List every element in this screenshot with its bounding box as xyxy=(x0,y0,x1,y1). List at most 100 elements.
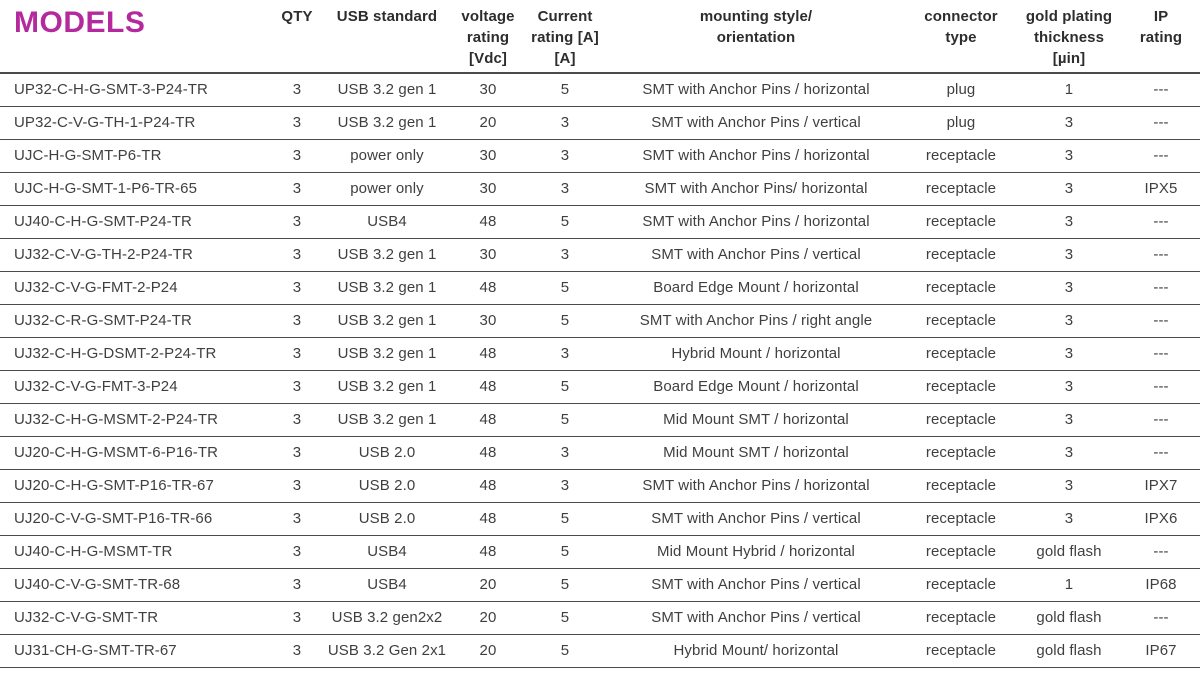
cell-current-rating: 3 xyxy=(560,345,570,362)
cell-usb-standard: power only xyxy=(350,147,424,164)
cell-usb-standard: USB 3.2 gen 1 xyxy=(337,279,437,296)
header-usb-standard: USB standard xyxy=(336,8,438,25)
cell-connector-type: receptacle xyxy=(925,147,997,164)
header-current-rating: Current rating [A] [A] xyxy=(531,8,599,67)
cell-model: UP32-C-V-G-TH-1-P24-TR xyxy=(14,114,196,131)
cell-connector-type: receptacle xyxy=(925,345,997,362)
table-row: UJ32-C-H-G-MSMT-2-P24-TR 3 USB 3.2 gen 1 48… xyxy=(0,403,1200,436)
cell-qty: 3 xyxy=(292,477,302,494)
cell-connector-type: receptacle xyxy=(925,312,997,329)
cell-connector-type: receptacle xyxy=(925,609,997,626)
cell-model: UJ32-C-V-G-TH-2-P24-TR xyxy=(14,246,193,263)
table-row: UJ32-C-V-G-FMT-3-P24 3 USB 3.2 gen 1 48 5 Boa… xyxy=(0,370,1200,403)
cell-ip-rating: IPX6 xyxy=(1144,510,1178,527)
header-row: MODELS QTY USB standard voltage rating [… xyxy=(0,0,1200,73)
cell-voltage-rating: 20 xyxy=(479,609,497,626)
cell-usb-standard: USB 3.2 gen 1 xyxy=(337,246,437,263)
cell-mounting-style: Board Edge Mount / horizontal xyxy=(653,279,859,296)
cell-connector-type: receptacle xyxy=(925,411,997,428)
cell-ip-rating: --- xyxy=(1153,543,1169,560)
cell-connector-type: plug xyxy=(946,114,976,131)
cell-qty: 3 xyxy=(292,444,302,461)
cell-mounting-style: Board Edge Mount / horizontal xyxy=(653,378,859,395)
cell-current-rating: 3 xyxy=(560,147,570,164)
cell-model: UJC-H-G-SMT-1-P6-TR-65 xyxy=(14,180,198,197)
table-row: UJ20-C-V-G-SMT-P16-TR-66 3 USB 2.0 48 5 SMT w… xyxy=(0,502,1200,535)
cell-mounting-style: SMT with Anchor Pins / vertical xyxy=(651,246,861,263)
cell-ip-rating: --- xyxy=(1153,246,1169,263)
cell-qty: 3 xyxy=(292,411,302,428)
cell-qty: 3 xyxy=(292,180,302,197)
table-row: UJ31-CH-G-SMT-TR-67 3 USB 3.2 Gen 2x1 20 5 Hy… xyxy=(0,634,1200,667)
cell-connector-type: receptacle xyxy=(925,444,997,461)
cell-voltage-rating: 48 xyxy=(479,510,497,527)
cell-gold-plating: 3 xyxy=(1064,180,1074,197)
cell-current-rating: 5 xyxy=(560,576,570,593)
cell-mounting-style: SMT with Anchor Pins / vertical xyxy=(651,609,861,626)
cell-gold-plating: 3 xyxy=(1064,213,1074,230)
cell-qty: 3 xyxy=(292,609,302,626)
header-qty: QTY xyxy=(281,8,313,25)
cell-gold-plating: gold flash xyxy=(1036,642,1102,659)
cell-usb-standard: USB 2.0 xyxy=(358,444,416,461)
cell-usb-standard: USB 3.2 gen2x2 xyxy=(331,609,443,626)
cell-qty: 3 xyxy=(292,147,302,164)
cell-qty: 3 xyxy=(292,114,302,131)
cell-qty: 3 xyxy=(292,81,302,99)
cell-gold-plating: 3 xyxy=(1064,510,1074,527)
cell-qty: 3 xyxy=(292,279,302,296)
cell-model: UJ32-C-H-G-MSMT-2-P24-TR xyxy=(14,411,219,428)
header-connector-type: connector type xyxy=(924,8,998,46)
cell-current-rating: 5 xyxy=(560,609,570,626)
cell-voltage-rating: 48 xyxy=(479,543,497,560)
header-models: MODELS xyxy=(0,0,272,73)
header-ip-rating: IP rating xyxy=(1139,8,1183,46)
table-row: UJ40-C-H-G-MSMT-TR 3 USB4 48 5 Mid Mount Hybr… xyxy=(0,535,1200,568)
cell-mounting-style: Mid Mount Hybrid / horizontal xyxy=(657,543,855,560)
cell-connector-type: receptacle xyxy=(925,246,997,263)
table-row: UJ20-C-H-G-SMT-P16-TR-67 3 USB 2.0 48 3 SMT w… xyxy=(0,469,1200,502)
cell-ip-rating: --- xyxy=(1153,213,1169,230)
cell-model: UJ20-C-H-G-MSMT-6-P16-TR xyxy=(14,444,219,461)
cell-model: UJ20-C-V-G-SMT-P16-TR-66 xyxy=(14,510,213,527)
cell-qty: 3 xyxy=(292,246,302,263)
cell-ip-rating: --- xyxy=(1153,444,1169,461)
cell-gold-plating: 3 xyxy=(1064,411,1074,428)
cell-current-rating: 5 xyxy=(560,543,570,560)
cell-mounting-style: Mid Mount SMT / horizontal xyxy=(663,411,849,428)
cell-current-rating: 5 xyxy=(560,81,570,99)
cell-ip-rating: --- xyxy=(1153,378,1169,395)
cell-voltage-rating: 20 xyxy=(479,642,497,659)
cell-ip-rating: --- xyxy=(1153,345,1169,362)
cell-voltage-rating: 48 xyxy=(479,279,497,296)
cell-model: UJ40-C-H-G-MSMT-TR xyxy=(14,543,173,560)
cell-ip-rating: --- xyxy=(1153,81,1169,99)
table-row: UJ32-C-R-G-SMT-P24-TR 3 USB 3.2 gen 1 30 5 SM… xyxy=(0,304,1200,337)
cell-usb-standard: power only xyxy=(350,180,424,197)
header-mounting-style: mounting style/ orientation xyxy=(699,8,813,46)
cell-model: UJ32-C-H-G-DSMT-2-P24-TR xyxy=(14,345,217,362)
cell-mounting-style: SMT with Anchor Pins / horizontal xyxy=(642,213,870,230)
cell-usb-standard: USB 2.0 xyxy=(358,477,416,494)
cell-usb-standard: USB 3.2 gen 1 xyxy=(337,378,437,395)
cell-connector-type: receptacle xyxy=(925,213,997,230)
table-row: UP32-C-V-G-TH-1-P24-TR 3 USB 3.2 gen 1 20 3 S… xyxy=(0,106,1200,139)
cell-qty: 3 xyxy=(292,312,302,329)
cell-usb-standard: USB4 xyxy=(367,543,407,560)
cell-connector-type: receptacle xyxy=(925,477,997,494)
cell-usb-standard: USB4 xyxy=(367,213,407,230)
cell-gold-plating: gold flash xyxy=(1036,609,1102,626)
cell-mounting-style: Hybrid Mount/ horizontal xyxy=(673,642,839,659)
cell-model: UJ31-CH-G-SMT-TR-67 xyxy=(14,642,177,659)
models-table: MODELS QTY USB standard voltage rating [… xyxy=(0,0,1200,667)
cell-connector-type: receptacle xyxy=(925,510,997,527)
cell-gold-plating: 1 xyxy=(1064,81,1074,99)
cell-gold-plating: 3 xyxy=(1064,378,1074,395)
cell-mounting-style: SMT with Anchor Pins/ horizontal xyxy=(644,180,868,197)
cell-qty: 3 xyxy=(292,345,302,362)
table-row: UJ20-C-H-G-MSMT-6-P16-TR 3 USB 2.0 48 3 Mid M… xyxy=(0,436,1200,469)
cell-mounting-style: SMT with Anchor Pins / horizontal xyxy=(642,147,870,164)
table-row: UJ32-C-V-G-SMT-TR 3 USB 3.2 gen2x2 20 5 SMT w… xyxy=(0,601,1200,634)
cell-ip-rating: IPX7 xyxy=(1144,477,1178,494)
